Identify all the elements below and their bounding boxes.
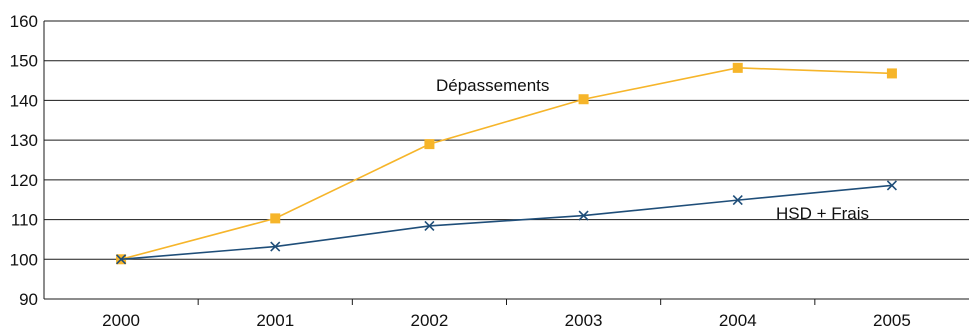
point-depassements-2004 [732,62,743,73]
point-depassements-2001 [270,213,281,224]
point-hsd-frais-2000 [116,254,127,265]
y-tick-label-140: 140 [10,91,38,110]
x-tick-label-2005: 2005 [873,311,911,329]
series-hsd-frais [116,180,897,265]
y-tick-label-110: 110 [11,211,38,230]
point-hsd-frais-2004 [732,195,743,206]
y-tick-label-120: 120 [10,171,38,190]
point-hsd-frais-2001 [270,241,281,252]
y-tick-label-150: 150 [10,52,38,71]
x-tick-label-2004: 2004 [719,311,757,329]
series-label-depassements: Dépassements [436,76,549,95]
point-depassements-2003 [578,94,589,105]
x-axis-tick-labels: 2000 2001 2002 2003 2004 2005 [102,311,911,329]
point-hsd-frais-2003 [578,210,589,221]
point-hsd-frais-2002 [424,220,435,231]
point-depassements-2002 [424,139,435,150]
y-tick-label-90: 90 [19,290,38,309]
series-line-depassements [120,67,892,261]
series-line-hsd-frais [121,184,892,261]
point-depassements-2005 [886,68,897,79]
x-tick-label-2001: 2001 [256,311,294,329]
axes [43,21,969,300]
series-label-hsd-frais: HSD + Frais [776,204,869,223]
y-tick-label-130: 130 [10,131,38,150]
series [116,62,897,265]
y-tick-label-160: 160 [10,12,38,31]
point-hsd-frais-2005 [886,180,897,191]
x-tick-label-2000: 2000 [102,311,140,329]
x-tick-label-2003: 2003 [565,311,603,329]
y-axis-tick-labels: 90 100 110 120 130 140 150 160 [10,12,38,309]
x-axis-ticks [197,299,816,305]
gridlines [44,20,969,260]
y-tick-label-100: 100 [10,250,38,269]
x-tick-label-2002: 2002 [411,311,449,329]
